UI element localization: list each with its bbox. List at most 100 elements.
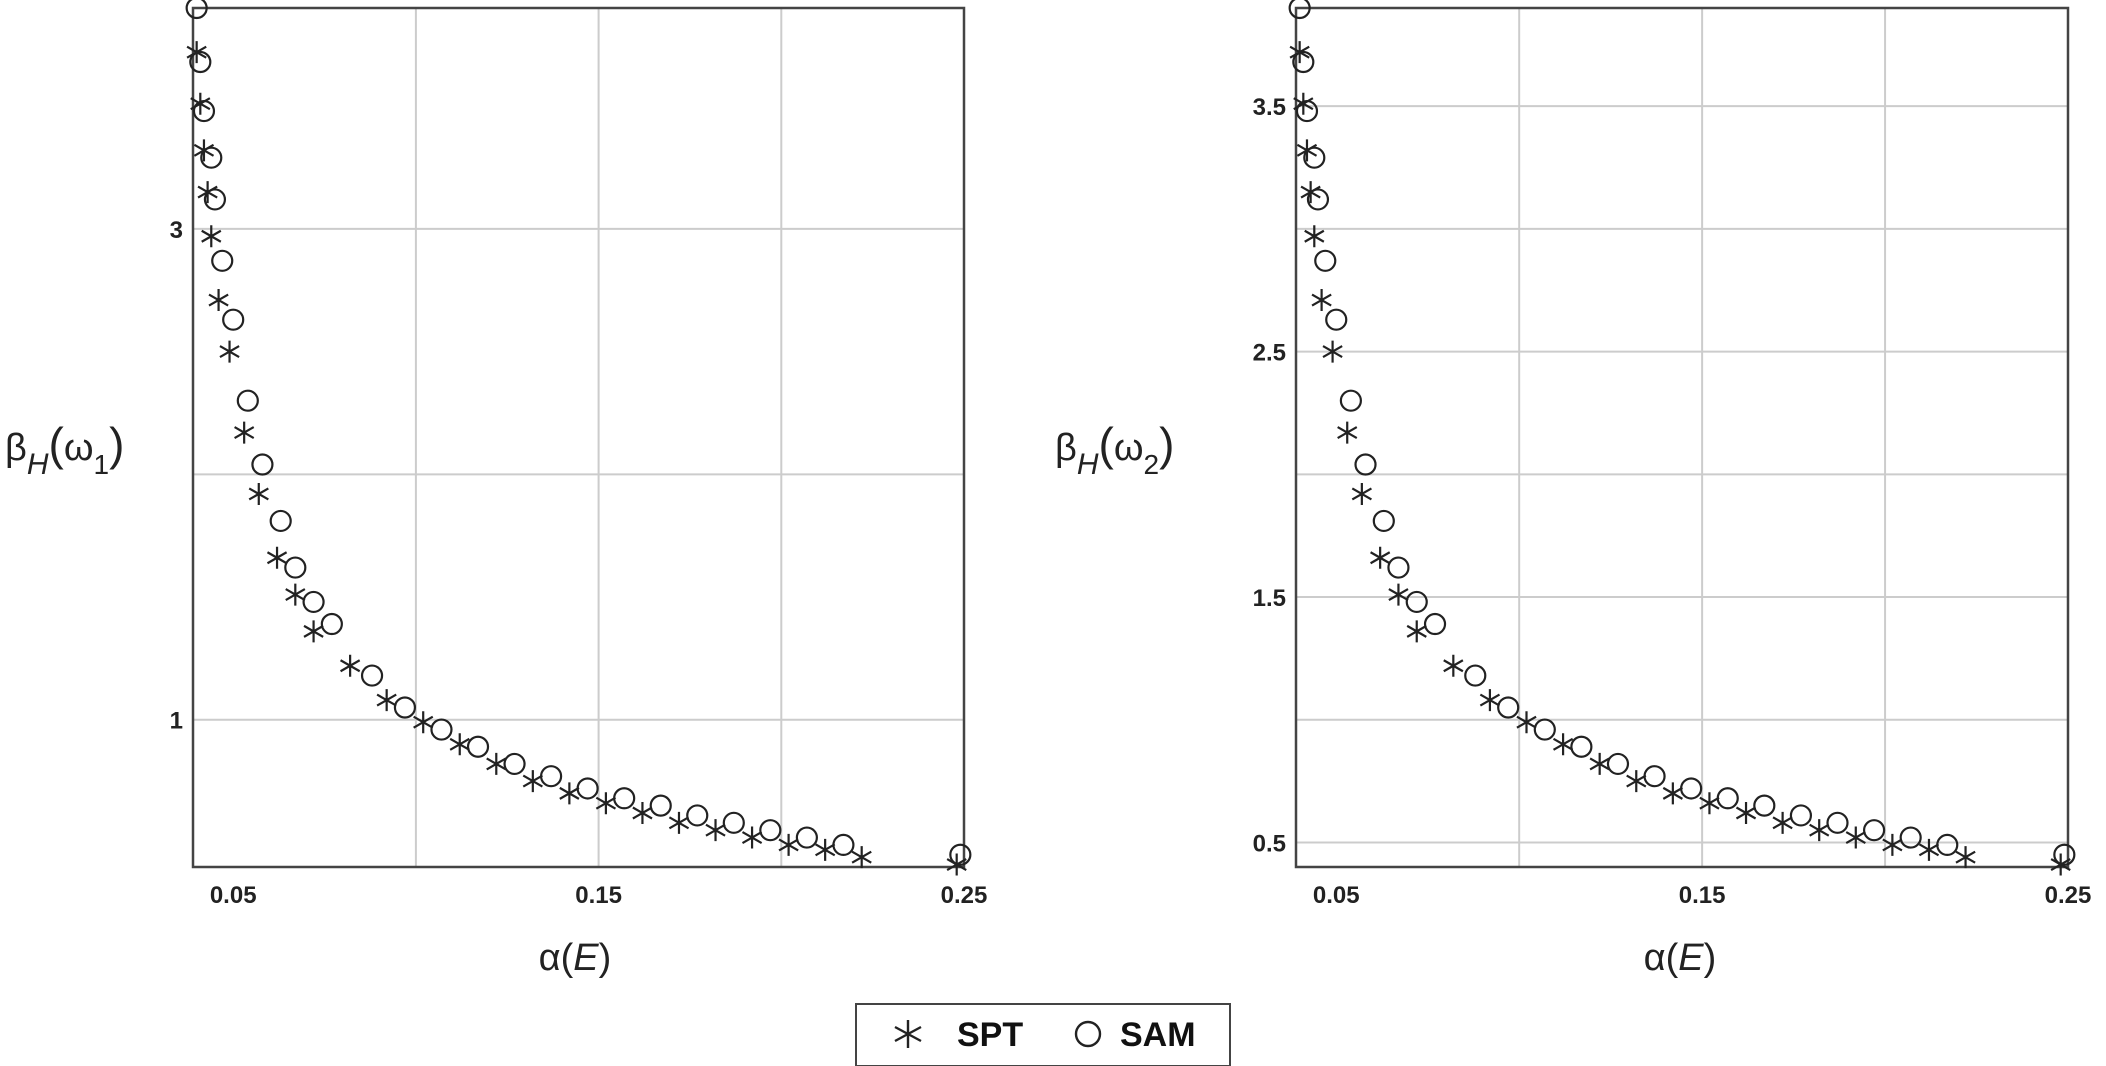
sam-point — [722, 811, 745, 834]
circle-marker-icon — [1074, 1020, 1102, 1048]
data-points — [185, 0, 972, 876]
spt-point — [705, 819, 726, 842]
sam-point — [1295, 99, 1319, 123]
plot-frame — [1294, 6, 2070, 869]
sam-point — [1862, 819, 1886, 842]
sam-point — [1936, 833, 1959, 857]
spt-point — [1662, 782, 1683, 805]
sam-point — [1325, 308, 1348, 331]
sam-point — [613, 787, 636, 810]
sam-point — [649, 794, 672, 817]
sam-point — [189, 50, 212, 74]
spt-point — [413, 711, 434, 734]
chart-panel-1: 0.05 0.15 0.25 13 α(E) βH(ω1) — [5, 0, 987, 979]
sam-point — [1570, 735, 1593, 758]
sam-point — [302, 590, 325, 614]
spt-point — [522, 770, 543, 793]
spt-point — [1443, 654, 1464, 677]
spt-point — [285, 583, 306, 606]
spt-point — [1845, 826, 1866, 849]
sam-point — [576, 777, 599, 800]
chart-panel-2: 0.05 0.15 0.25 0.5 1.5 2.5 3.5 α(E) βH(ω2) — [1055, 0, 2091, 979]
x-tick-label: 0.25 — [2045, 882, 2092, 909]
sam-point — [1606, 752, 1630, 776]
sam-point — [539, 765, 563, 788]
y-axis-label: βH(ω2) — [1055, 418, 1174, 481]
spt-point — [1337, 421, 1358, 444]
sam-point — [503, 752, 526, 776]
x-tick-label: 0.15 — [575, 882, 622, 909]
spt-point — [1809, 819, 1830, 842]
sam-point — [1292, 50, 1315, 74]
sam-point — [211, 249, 234, 272]
spt-point — [595, 792, 617, 815]
spt-point — [1772, 811, 1793, 834]
spt-point — [486, 752, 507, 775]
spt-point — [201, 225, 222, 248]
spt-point — [1304, 225, 1325, 248]
spt-point — [851, 846, 872, 869]
legend: SPT SAM — [855, 1003, 1231, 1066]
sam-point — [1303, 146, 1326, 169]
spt-point — [778, 833, 799, 856]
spt-point — [234, 421, 255, 444]
sam-point — [1753, 794, 1776, 817]
spt-point — [1370, 546, 1391, 569]
sam-point — [251, 453, 274, 476]
x-axis-label: α(E) — [1644, 937, 1717, 979]
x-axis-label: α(E) — [539, 937, 612, 979]
data-points — [1288, 0, 2076, 876]
spt-point — [340, 654, 361, 677]
sam-point — [269, 509, 292, 533]
sam-point — [1387, 556, 1410, 579]
grid-lines — [193, 8, 964, 867]
spt-point — [815, 838, 836, 861]
spt-point — [1699, 792, 1720, 815]
sam-point — [832, 833, 855, 857]
spt-point — [1735, 802, 1757, 825]
sam-point — [466, 735, 490, 758]
sam-point — [192, 99, 216, 123]
sam-point — [1339, 389, 1362, 412]
sam-point — [2053, 843, 2076, 866]
sam-point — [236, 389, 259, 412]
spt-point — [1589, 752, 1610, 775]
legend-box — [855, 1003, 1231, 1066]
sam-point — [185, 0, 208, 20]
sam-point — [203, 188, 227, 211]
spt-point — [1351, 482, 1372, 505]
sam-point — [320, 612, 343, 636]
legend-label-spt: SPT — [957, 1016, 1023, 1054]
sam-point — [1533, 718, 1556, 741]
y-tick-labels: 0.5 1.5 2.5 3.5 — [1253, 94, 1286, 857]
sam-point — [759, 819, 782, 842]
sam-point — [1899, 826, 1922, 849]
sam-point — [1405, 590, 1428, 614]
spt-point — [632, 802, 653, 825]
spt-point — [219, 340, 240, 363]
x-tick-label: 0.25 — [941, 882, 988, 909]
sam-point — [1372, 509, 1395, 533]
sam-point — [686, 804, 709, 827]
sam-point — [1497, 696, 1520, 719]
spt-point — [303, 620, 324, 643]
sam-point — [1680, 777, 1703, 800]
y-tick-label: 3.5 — [1253, 94, 1286, 121]
y-tick-label: 1.5 — [1253, 585, 1286, 612]
sam-point — [1464, 664, 1487, 687]
sam-point — [284, 556, 307, 579]
spt-point — [248, 482, 269, 505]
spt-point — [449, 733, 470, 756]
spt-point — [1882, 833, 1903, 856]
x-tick-label: 0.05 — [1313, 882, 1360, 909]
y-axis-label: βH(ω1) — [5, 418, 124, 481]
sam-point — [360, 664, 384, 687]
sam-point — [1288, 0, 1311, 20]
spt-point — [1479, 689, 1501, 712]
spt-point — [266, 546, 288, 569]
spt-point — [1552, 733, 1574, 756]
sam-point — [1423, 612, 1447, 636]
sam-point — [795, 826, 818, 849]
y-tick-labels: 13 — [170, 217, 183, 735]
spt-point — [668, 811, 690, 834]
